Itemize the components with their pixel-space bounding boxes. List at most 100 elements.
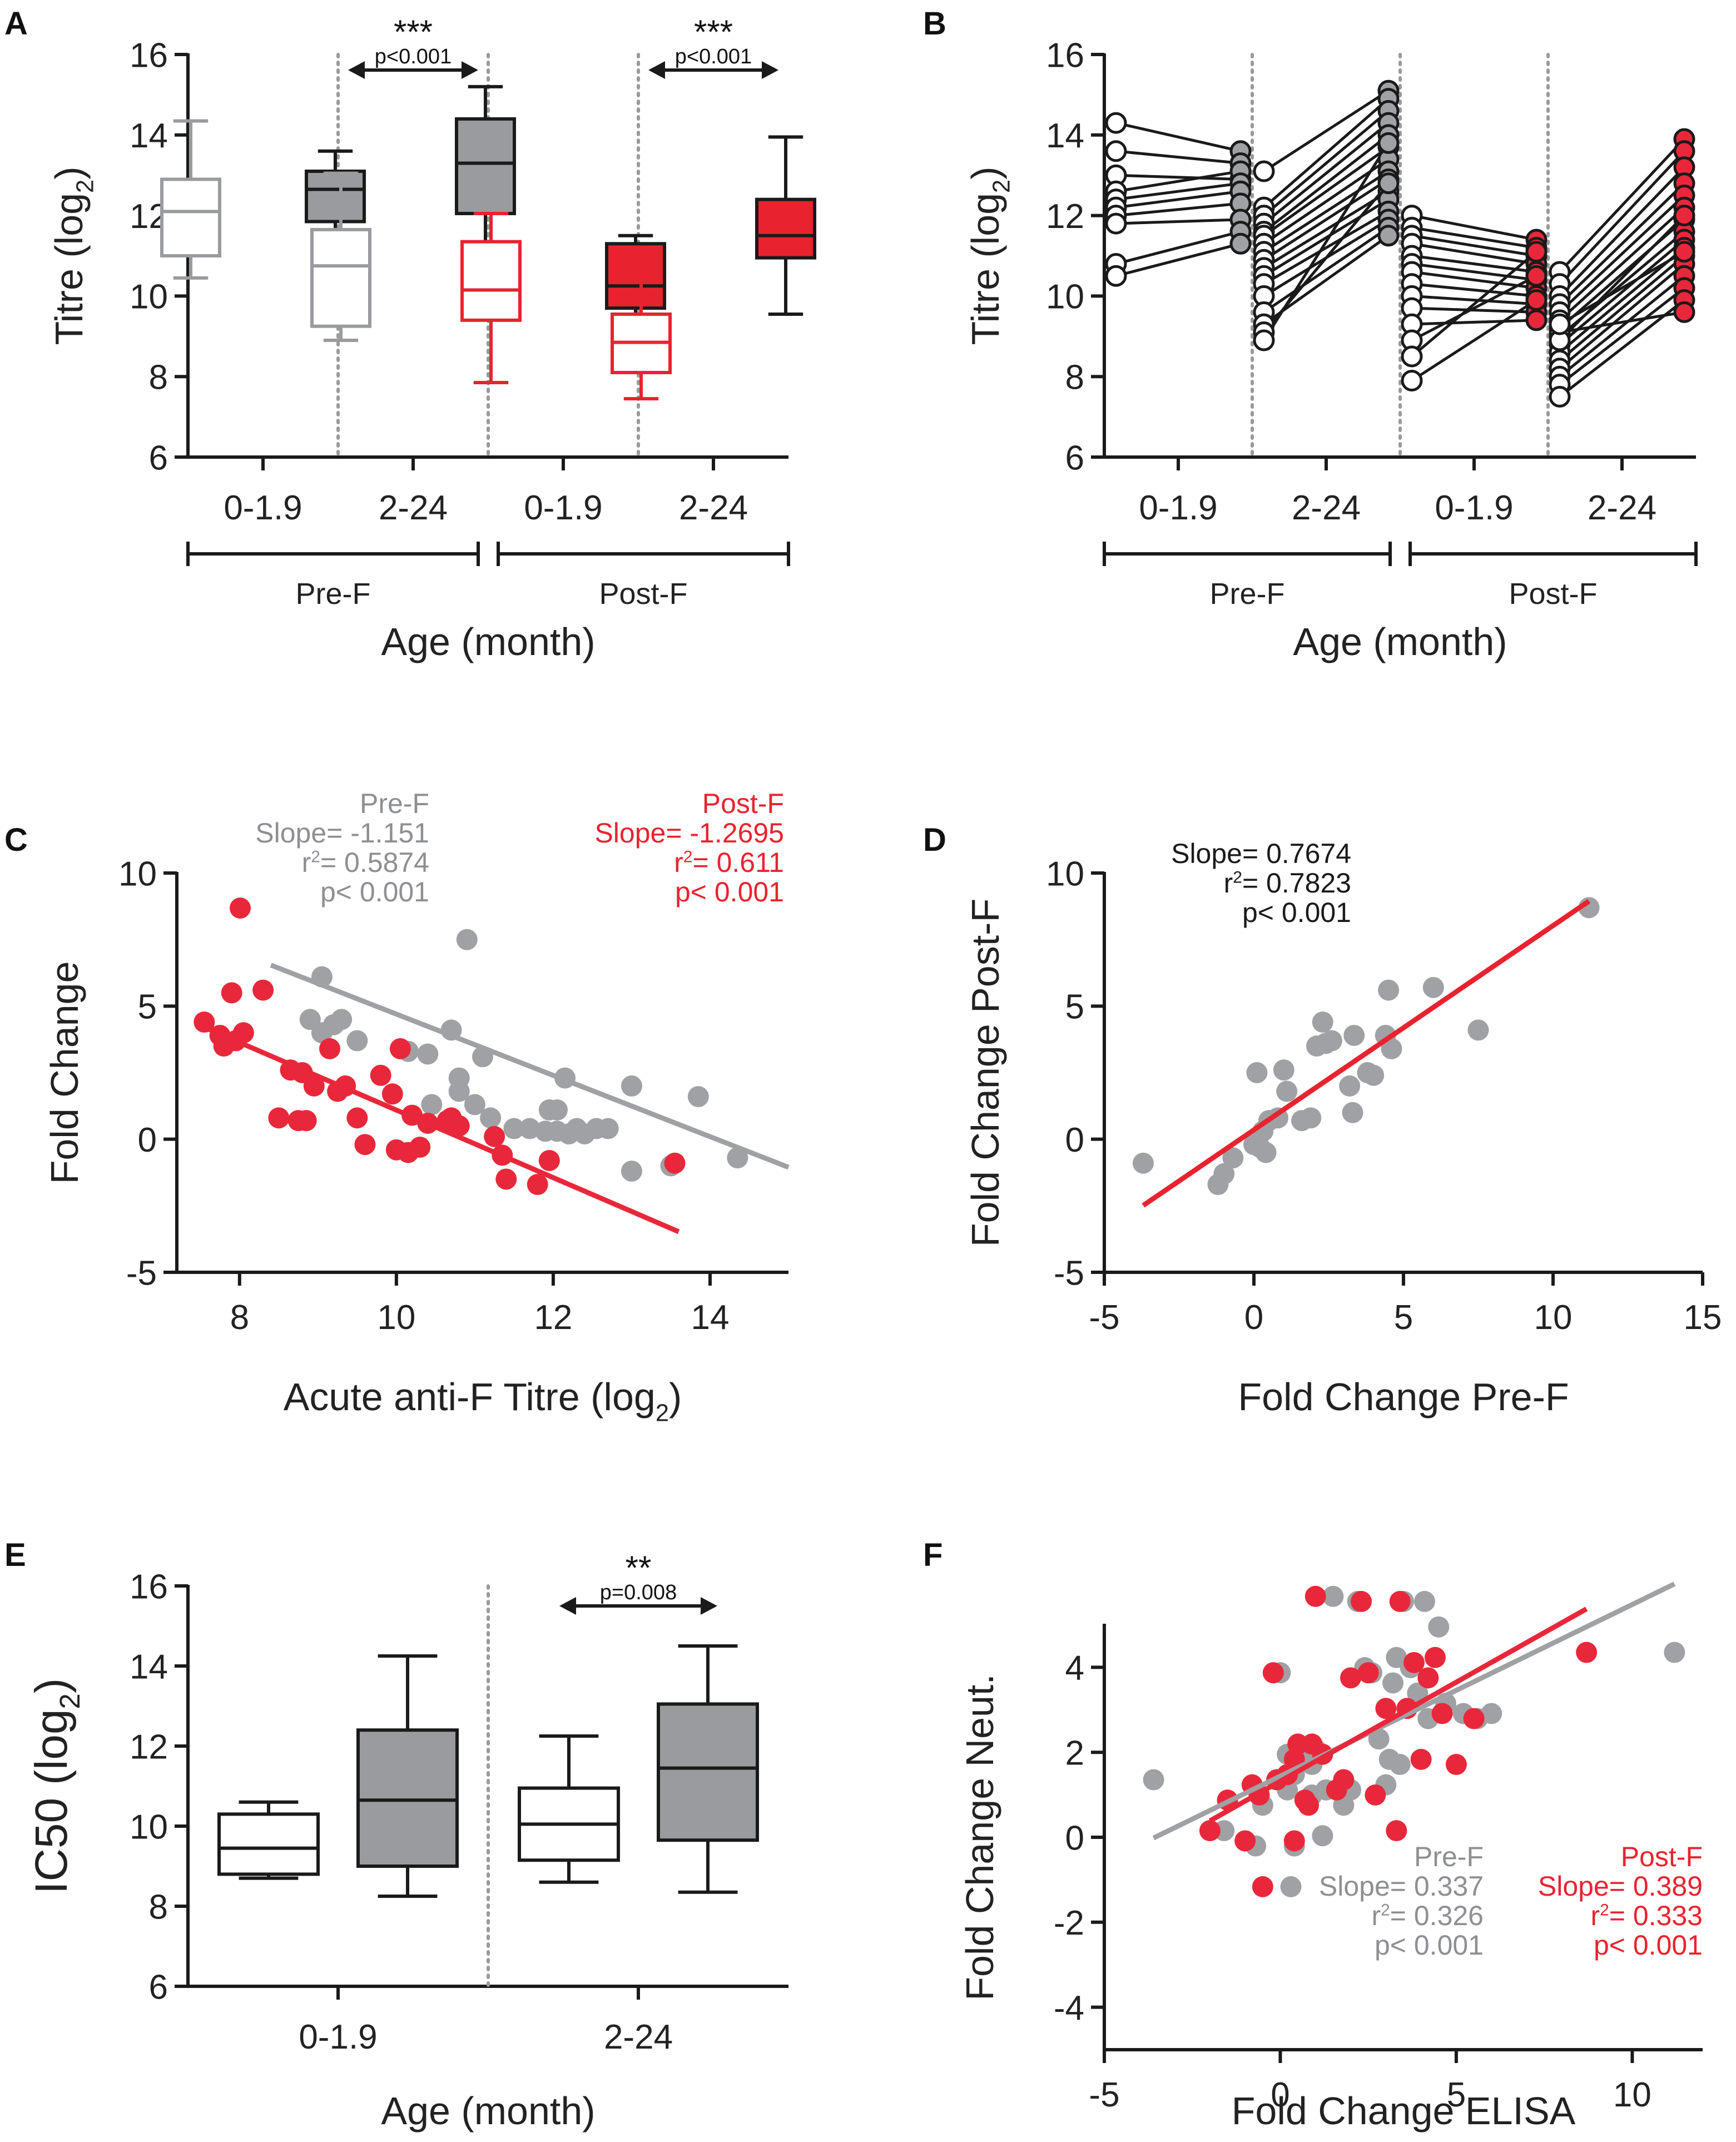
pair-line: [1559, 182, 1685, 305]
data-point: [621, 1161, 642, 1182]
x-tick-label: 2-24: [679, 489, 748, 527]
data-point: [1410, 1748, 1432, 1770]
y-tick-label: 0: [1065, 1121, 1084, 1159]
pair-line: [1263, 198, 1390, 277]
data-point: [574, 1123, 596, 1145]
box-1-1: [657, 1644, 759, 1894]
data-point: [1664, 1642, 1685, 1663]
data-point: [1403, 1652, 1425, 1673]
legend-line: p< 0.001: [1594, 1930, 1703, 1961]
pair-line: [1263, 226, 1390, 314]
series-post-f: [194, 979, 686, 1196]
y-tick-label: 10: [130, 278, 168, 316]
y-tick-label: 2: [1065, 1734, 1084, 1773]
data-point: [687, 1086, 709, 1108]
data-point: [1300, 1107, 1322, 1129]
x-axis-label: Age (month): [381, 620, 595, 663]
pair-line: [1411, 274, 1537, 342]
data-point: [664, 1152, 686, 1174]
regression-line: [1142, 899, 1591, 1208]
significance-annotation: **p=0.008: [559, 1549, 717, 1615]
dot-convalescent: [1377, 132, 1400, 154]
x-tick-label: 2-24: [604, 2018, 673, 2056]
box-iqr: [217, 1812, 320, 1876]
panel-E: 6 8 10 12 14 16 IC50 (log2) 0-1.9 2-24 **p=0.008 A…: [26, 1549, 788, 2133]
dot-convalescent: [1229, 232, 1252, 255]
y-tick-label: 8: [1065, 359, 1084, 397]
data-point: [319, 1038, 340, 1059]
y-tick-label: -5: [126, 1254, 157, 1292]
pair-line: [1115, 218, 1241, 225]
data-point: [417, 1043, 439, 1065]
data-point: [381, 1083, 403, 1105]
y-tick-label: 12: [130, 1728, 168, 1766]
y-tick-label: 10: [1046, 278, 1084, 316]
x-tick-label: 0-1.9: [299, 2018, 377, 2056]
box-0-0: [217, 1800, 320, 1880]
x-axis-label: Age (month): [381, 2089, 595, 2133]
y-tick-label: 16: [130, 36, 168, 75]
pair-line: [1411, 306, 1537, 314]
data-point: [303, 1075, 325, 1097]
x-tick-label: -5: [1089, 1298, 1119, 1337]
pair-line: [1559, 194, 1685, 314]
data-point: [1339, 1075, 1361, 1097]
box-iqr: [305, 169, 366, 224]
data-point: [448, 1115, 470, 1137]
arrow-head-right: [701, 1597, 717, 1615]
pair-line: [1559, 239, 1685, 346]
data-point: [1463, 1708, 1485, 1729]
data-point: [1326, 1779, 1347, 1801]
pair-line: [1559, 214, 1685, 341]
dot-acute: [1401, 369, 1423, 391]
box-iqr: [460, 240, 522, 322]
y-tick-label: 16: [1046, 36, 1084, 75]
data-point: [1576, 1642, 1598, 1663]
box-1-0: [518, 1734, 620, 1884]
y-tick-label: 0: [138, 1121, 157, 1159]
dot-acute: [1105, 140, 1127, 162]
data-point: [1283, 1830, 1305, 1852]
box-3-1: [755, 135, 816, 316]
data-point: [546, 1120, 568, 1142]
x-tick-label: 8: [230, 1298, 249, 1337]
pair-line: [1559, 255, 1685, 362]
y-tick-label: 6: [149, 1968, 168, 2006]
x-tick-label: 2-24: [1588, 489, 1656, 527]
y-axis-label: Titre (log2): [47, 166, 99, 345]
regression-line: [270, 963, 790, 1170]
data-point: [1199, 1820, 1221, 1842]
y-tick-label: 0: [1065, 1819, 1084, 1857]
x-tick-label: 12: [534, 1298, 572, 1337]
p-value: p<0.001: [375, 45, 452, 68]
legend-line: Slope= 0.389: [1538, 1871, 1703, 1902]
y-tick-label: 12: [1046, 197, 1084, 236]
data-point: [1381, 1038, 1402, 1059]
data-point: [597, 1118, 619, 1139]
y-tick-label: 16: [130, 1568, 168, 1606]
dot-convalescent: [1673, 241, 1695, 263]
x-tick-label: -5: [1089, 2076, 1119, 2114]
pair-line: [1263, 210, 1390, 285]
significance-stars: ***: [694, 13, 733, 51]
y-axis-label: Fold Change Neut.: [958, 1674, 1001, 2001]
data-point: [1351, 1590, 1372, 1612]
x-axis-label: Fold Change ELISA: [1232, 2089, 1576, 2133]
x-tick-label: 0-1.9: [224, 489, 302, 527]
x-tick-label: 2-24: [379, 489, 448, 527]
dot-acute: [1549, 385, 1571, 408]
legend-line: p< 0.001: [1375, 1930, 1484, 1961]
pair-line: [1263, 190, 1390, 269]
significance-annotation: ***p<0.001: [648, 13, 778, 79]
box-iqr: [455, 117, 516, 215]
dot-convalescent: [1525, 241, 1547, 263]
pair-line: [1411, 226, 1537, 249]
data-point: [1365, 1784, 1386, 1806]
data-point: [1312, 1825, 1333, 1847]
data-point: [527, 1174, 548, 1196]
dot-acute: [1253, 329, 1275, 351]
pair-line: [1263, 178, 1390, 261]
data-point: [370, 1064, 391, 1086]
data-point: [232, 1022, 254, 1044]
